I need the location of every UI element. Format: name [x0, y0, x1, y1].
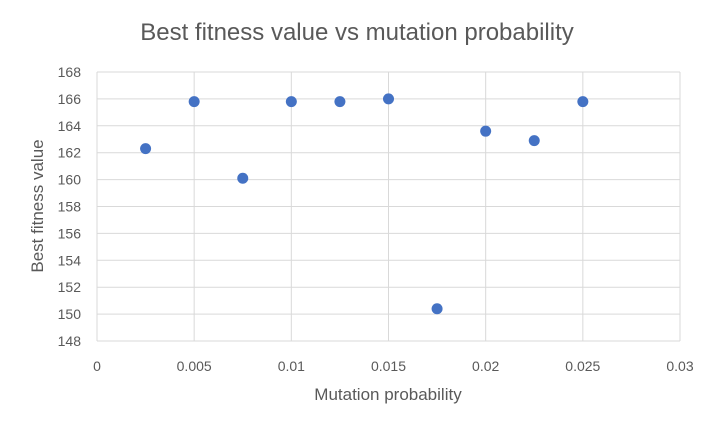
- data-point: [383, 93, 394, 105]
- data-point: [528, 135, 540, 147]
- y-tick-label: 166: [58, 91, 82, 107]
- data-point: [237, 172, 249, 184]
- x-tick-label: 0.005: [177, 358, 212, 374]
- y-tick-label: 158: [58, 199, 82, 215]
- data-point: [431, 303, 443, 315]
- y-tick-label: 148: [58, 333, 82, 349]
- data-points: [140, 93, 589, 315]
- gridlines: [96, 71, 681, 342]
- y-tick-label: 168: [58, 64, 82, 80]
- x-tick-label: 0.025: [565, 358, 600, 374]
- y-tick-label: 154: [58, 252, 82, 268]
- x-axis-title: Mutation probability: [314, 385, 462, 404]
- y-tick-label: 152: [58, 279, 82, 295]
- x-tick-label: 0.01: [278, 358, 305, 374]
- y-tick-label: 164: [58, 118, 82, 134]
- y-tick-label: 150: [58, 306, 82, 322]
- data-point: [188, 96, 200, 108]
- y-tick-label: 156: [58, 225, 82, 241]
- data-point: [480, 125, 492, 137]
- y-axis-title: Best fitness value: [28, 139, 47, 272]
- x-tick-label: 0.02: [472, 358, 499, 374]
- x-tick-label: 0.015: [371, 358, 406, 374]
- y-tick-label: 162: [58, 145, 82, 161]
- chart-title: Best fitness value vs mutation probabili…: [140, 19, 574, 46]
- x-tick-label: 0.03: [666, 358, 693, 374]
- data-point: [140, 143, 152, 155]
- data-point: [334, 96, 346, 108]
- data-point: [577, 96, 589, 108]
- data-point: [285, 96, 297, 108]
- x-tick-label: 0: [93, 358, 101, 374]
- y-tick-label: 160: [58, 172, 82, 188]
- tick-labels: 148 150 152 154 156 158 160 162 164 166 168 0 0.005 0…: [58, 64, 694, 374]
